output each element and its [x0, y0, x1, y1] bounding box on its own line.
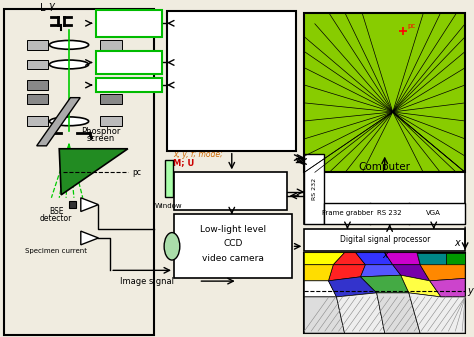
Polygon shape: [36, 98, 80, 146]
Bar: [174, 214, 292, 278]
Text: y: y: [467, 286, 473, 296]
Polygon shape: [361, 275, 409, 293]
Bar: [304, 13, 465, 172]
Text: Image signal: Image signal: [120, 277, 174, 286]
Polygon shape: [304, 297, 345, 333]
Text: interface: interface: [207, 86, 257, 96]
Polygon shape: [59, 149, 128, 195]
Bar: [69, 201, 76, 208]
Polygon shape: [361, 265, 401, 277]
Text: $\gamma$: $\gamma$: [48, 1, 56, 13]
Bar: [304, 154, 324, 224]
Bar: [4, 8, 155, 335]
Bar: [100, 116, 122, 126]
Text: VGA: VGA: [426, 211, 441, 216]
Ellipse shape: [49, 117, 89, 126]
Bar: [174, 172, 287, 210]
Text: video camera: video camera: [202, 254, 264, 263]
Bar: [100, 94, 122, 104]
Polygon shape: [393, 265, 430, 281]
Polygon shape: [385, 253, 420, 265]
Text: RS 232: RS 232: [311, 178, 317, 200]
Text: Window: Window: [155, 203, 183, 209]
Polygon shape: [409, 293, 465, 333]
Polygon shape: [401, 275, 441, 297]
Bar: [95, 51, 162, 74]
Polygon shape: [81, 231, 99, 245]
Bar: [324, 203, 465, 224]
Polygon shape: [417, 253, 446, 265]
Text: x: x: [382, 250, 388, 259]
Polygon shape: [420, 265, 465, 281]
Text: RS 232: RS 232: [377, 211, 402, 216]
Text: Digital signal processor: Digital signal processor: [339, 236, 430, 244]
Text: L: L: [40, 3, 45, 13]
Text: Phosphor: Phosphor: [81, 127, 120, 136]
Text: x, y, f; mode;: x, y, f; mode;: [173, 150, 223, 159]
Bar: [100, 40, 122, 50]
Text: pc: pc: [132, 168, 141, 177]
Bar: [100, 60, 122, 69]
Bar: [95, 9, 162, 37]
Polygon shape: [304, 265, 333, 281]
Bar: [27, 94, 48, 104]
Polygon shape: [304, 253, 345, 265]
Text: magnification: magnification: [103, 65, 155, 74]
Bar: [304, 253, 465, 333]
Text: Frame grabber: Frame grabber: [322, 211, 373, 216]
Text: pc: pc: [408, 23, 416, 29]
Polygon shape: [328, 265, 365, 281]
Text: BSE: BSE: [49, 207, 64, 216]
Text: computer: computer: [205, 71, 259, 81]
Bar: [167, 10, 296, 151]
Text: Low-light level: Low-light level: [200, 225, 266, 234]
Text: screen: screen: [86, 134, 115, 143]
Text: x: x: [455, 238, 460, 248]
Ellipse shape: [49, 40, 89, 49]
Polygon shape: [328, 277, 377, 297]
Bar: [27, 40, 48, 50]
Polygon shape: [446, 253, 465, 265]
Polygon shape: [333, 253, 365, 265]
Polygon shape: [356, 253, 393, 265]
Text: and: and: [221, 57, 242, 66]
Bar: [27, 80, 48, 90]
Polygon shape: [337, 293, 385, 333]
Bar: [27, 60, 48, 69]
Text: SEM: SEM: [215, 25, 248, 39]
Bar: [27, 116, 48, 126]
Text: control unit: control unit: [200, 42, 264, 52]
Polygon shape: [81, 198, 99, 212]
Text: detector: detector: [40, 214, 73, 223]
Bar: [304, 154, 465, 224]
Text: control unit: control unit: [202, 192, 258, 202]
Ellipse shape: [164, 233, 180, 260]
Text: x–y scan and: x–y scan and: [104, 55, 154, 64]
Text: CCD: CCD: [223, 239, 242, 248]
Bar: [304, 229, 465, 251]
Text: Camera: Camera: [211, 179, 249, 189]
Ellipse shape: [49, 60, 89, 69]
Polygon shape: [377, 293, 420, 333]
Polygon shape: [430, 278, 465, 297]
Bar: [165, 159, 173, 197]
Bar: [95, 78, 162, 92]
Text: Computer: Computer: [359, 162, 410, 173]
Text: M; U: M; U: [173, 158, 194, 167]
Bar: [100, 80, 122, 90]
Text: voltage, U: voltage, U: [109, 25, 148, 34]
Text: Specimen current: Specimen current: [25, 248, 87, 254]
Text: Focus, f: Focus, f: [114, 81, 144, 90]
Polygon shape: [304, 281, 337, 297]
Text: Accelerating: Accelerating: [105, 15, 153, 24]
